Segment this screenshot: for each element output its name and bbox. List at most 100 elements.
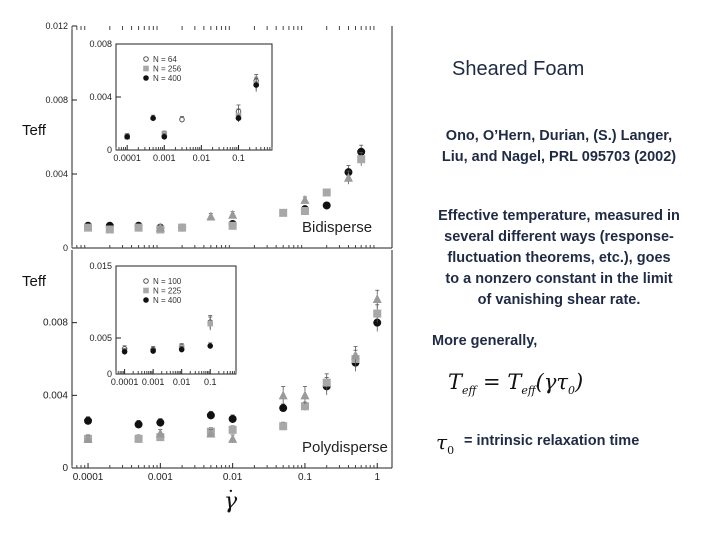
slide-title: Sheared Foam <box>452 58 585 80</box>
x-tick-label: 0.01 <box>193 153 211 163</box>
y-tick-label: 0 <box>63 243 68 253</box>
description-line: to a nonzero constant in the limit <box>445 271 673 287</box>
data-point <box>134 420 143 429</box>
data-point <box>178 223 187 232</box>
data-point <box>300 194 310 204</box>
x-tick-label: 0.0001 <box>113 153 141 163</box>
data-point <box>350 350 360 360</box>
data-point <box>322 201 331 210</box>
data-point <box>300 402 309 411</box>
data-point <box>143 278 149 284</box>
data-point <box>235 115 242 121</box>
formula-zero: 0 <box>568 384 576 398</box>
figure: 0 0.004 0.008 0.012 Bidisperse 0 0.004 0.008 0.0… <box>43 21 393 483</box>
formula-equals: = <box>483 370 501 394</box>
data-point <box>373 318 382 327</box>
data-point <box>278 390 288 400</box>
y-tick-label: 0.005 <box>89 333 112 343</box>
x-tick-label: 0.001 <box>142 377 165 387</box>
more-generally-text: More generally, <box>432 333 538 349</box>
gamma-dot: · <box>228 481 234 502</box>
x-tick-label: 0.001 <box>148 472 173 483</box>
data-point <box>143 56 149 62</box>
data-point <box>83 433 93 443</box>
data-point <box>373 309 382 318</box>
data-point <box>121 348 128 355</box>
data-point <box>228 433 238 443</box>
y-tick-label: 0 <box>107 369 112 379</box>
tau-symbol: τ <box>436 430 448 454</box>
data-point <box>150 115 156 121</box>
y-tick-label: 0.004 <box>89 92 112 102</box>
data-point <box>134 223 143 232</box>
data-point <box>343 172 353 182</box>
data-point <box>143 287 149 294</box>
gamma-symbol: γ <box>224 489 238 514</box>
y-tick-label: 0.004 <box>45 169 68 179</box>
description-line: fluctuation theorems, etc.), goes <box>447 250 671 266</box>
citation: Ono, O’Hern, Durian, (S.) Langer, Liu, a… <box>400 126 718 168</box>
data-point <box>207 343 214 349</box>
x-tick-label: 0.001 <box>153 153 176 163</box>
data-point <box>155 222 165 232</box>
description: Effective temperature, measured in sever… <box>400 206 718 311</box>
top-inset-frame <box>115 43 273 151</box>
data-point <box>207 320 214 327</box>
tau-zero-symbol: τ0 <box>436 430 454 457</box>
top-main-chart: 0 0.004 0.008 0.012 Bidisperse <box>45 21 393 253</box>
data-point <box>357 155 366 164</box>
data-point <box>228 221 237 230</box>
y-tick-label: 0.012 <box>45 21 68 31</box>
description-line: several different ways (response- <box>444 229 674 245</box>
x-tick-label: 0.1 <box>232 153 245 163</box>
x-tick-label: 0.0001 <box>73 472 104 483</box>
y-tick-label: 0 <box>107 145 112 155</box>
formula-argument: (γτ <box>535 370 569 394</box>
teff-label-bottom: Teff <box>22 273 46 290</box>
data-point <box>279 208 288 217</box>
data-point <box>300 207 309 215</box>
citation-line-1: Ono, O’Hern, Durian, (S.) Langer, <box>445 128 673 144</box>
y-tick-label: 0 <box>62 463 68 474</box>
data-point <box>134 434 143 443</box>
teff-formula: Teff = Teff(γτ0) <box>448 370 583 397</box>
data-point <box>143 297 149 303</box>
data-point <box>253 82 259 88</box>
shear-rate-axis-symbol: γ · <box>224 481 238 514</box>
data-point <box>322 188 331 197</box>
data-point <box>228 414 237 423</box>
legend-label: N = 400 <box>153 296 182 305</box>
teff-label-top: Teff <box>22 122 46 139</box>
data-point <box>206 411 215 420</box>
y-tick-label: 0.008 <box>45 95 68 105</box>
legend-label: N = 100 <box>153 277 182 286</box>
description-line: of vanishing shear rate. <box>477 292 641 308</box>
formula-t: T <box>448 370 463 394</box>
data-point <box>155 428 165 438</box>
top-inset-chart: 0 0.004 0.008 0.0001 0.001 0.01 0.1 N = 64N = 2… <box>89 39 273 163</box>
x-tick-label: 1 <box>374 472 380 483</box>
y-tick-label: 0.008 <box>43 318 68 329</box>
data-point <box>161 133 168 140</box>
panel-annotation: Bidisperse <box>302 219 372 236</box>
data-point <box>228 209 238 219</box>
data-point <box>279 422 288 431</box>
legend-label: N = 400 <box>153 74 182 83</box>
tau-sub: 0 <box>447 444 455 457</box>
x-tick-label: 0.0001 <box>111 377 139 387</box>
formula-close: ) <box>575 370 584 394</box>
description-line: Effective temperature, measured in <box>438 208 680 224</box>
data-point <box>156 418 165 427</box>
relaxation-time-text: = intrinsic relaxation time <box>464 433 640 449</box>
formula-eff: eff <box>462 384 477 398</box>
data-point <box>84 223 93 232</box>
x-tick-label: 0.01 <box>173 377 191 387</box>
citation-line-2: Liu, and Nagel, PRL 095703 (2002) <box>441 149 677 165</box>
data-point <box>105 225 114 234</box>
x-tick-label: 0.1 <box>298 472 312 483</box>
data-point <box>84 416 93 425</box>
legend-label: N = 225 <box>153 287 182 296</box>
formula-eff-2: eff <box>521 384 536 398</box>
x-tick-label: 0.01 <box>223 472 243 483</box>
